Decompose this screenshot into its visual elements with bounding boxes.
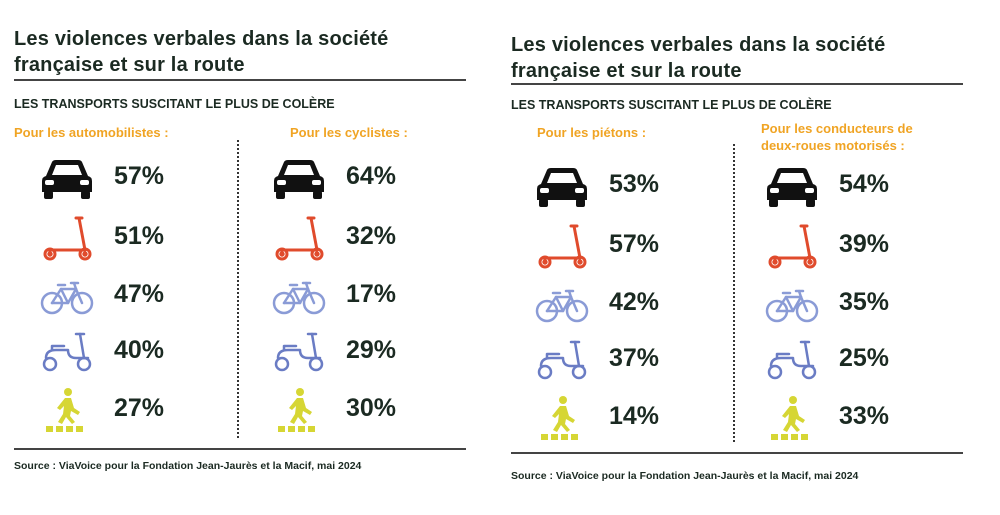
percentage-value: 39% [839, 230, 890, 258]
bicycle-icon [38, 272, 96, 320]
table-row: 30% [270, 386, 450, 434]
column-header-line: Pour les cyclistes : [290, 125, 408, 140]
title-line-2: française et sur la route [14, 54, 245, 76]
car-icon [270, 154, 328, 202]
percentage-value: 25% [839, 344, 890, 372]
moped-icon [38, 328, 96, 376]
percentage-value: 47% [114, 280, 165, 308]
percentage-value: 33% [839, 402, 890, 430]
moped-icon [763, 336, 821, 384]
panel-subtitle: LES TRANSPORTS SUSCITANT LE PLUS DE COLÈ… [14, 97, 335, 111]
table-row: 14% [533, 394, 713, 442]
car-icon [533, 162, 591, 210]
bicycle-icon [763, 280, 821, 328]
table-row: 17% [270, 272, 450, 320]
column-header-line: Pour les conducteurs de [761, 121, 913, 136]
car-icon [763, 162, 821, 210]
scooter-icon [533, 222, 591, 270]
column-header-line: Pour les automobilistes : [14, 125, 169, 140]
bicycle-icon [270, 272, 328, 320]
column-header-line: deux-roues motorisés : [761, 138, 905, 153]
title-line-2: française et sur la route [511, 60, 742, 82]
panel-title: Les violences verbales dans la société f… [511, 32, 963, 84]
table-row: 42% [533, 280, 713, 328]
table-row: 32% [270, 214, 450, 262]
column-header-pietons: Pour les piétons : [537, 124, 646, 141]
source-note: Source : ViaVoice pour la Fondation Jean… [14, 460, 362, 472]
moped-icon [533, 336, 591, 384]
title-rule [511, 83, 963, 85]
column-header-line: Pour les piétons : [537, 125, 647, 140]
infographic-panel-right: Les violences verbales dans la société f… [511, 28, 963, 498]
percentage-value: 30% [346, 394, 397, 422]
car-icon [38, 154, 96, 202]
footer-rule [14, 448, 466, 450]
table-row: 25% [763, 336, 943, 384]
pedestrian-icon [38, 386, 96, 434]
table-row: 54% [763, 162, 943, 210]
percentage-value: 53% [609, 170, 660, 198]
column-divider [733, 144, 735, 442]
table-row: 53% [533, 162, 713, 210]
title-line-1: Les violences verbales dans la société [14, 28, 389, 50]
percentage-value: 54% [839, 170, 890, 198]
pedestrian-icon [533, 394, 591, 442]
table-row: 47% [38, 272, 218, 320]
title-rule [14, 79, 466, 81]
panel-subtitle: LES TRANSPORTS SUSCITANT LE PLUS DE COLÈ… [511, 98, 832, 112]
percentage-value: 17% [346, 280, 397, 308]
title-line-1: Les violences verbales dans la société [511, 34, 886, 56]
table-row: 33% [763, 394, 943, 442]
scooter-icon [38, 214, 96, 262]
moped-icon [270, 328, 328, 376]
table-row: 39% [763, 222, 943, 270]
infographic-panel-left: Les violences verbales dans la société f… [14, 22, 466, 492]
percentage-value: 14% [609, 402, 660, 430]
column-header-cyclistes: Pour les cyclistes : [290, 124, 408, 141]
percentage-value: 35% [839, 288, 890, 316]
table-row: 35% [763, 280, 943, 328]
column-divider [237, 140, 239, 438]
pedestrian-icon [763, 394, 821, 442]
percentage-value: 57% [609, 230, 660, 258]
column-header-automobilistes: Pour les automobilistes : [14, 124, 169, 141]
percentage-value: 42% [609, 288, 660, 316]
percentage-value: 51% [114, 222, 165, 250]
percentage-value: 37% [609, 344, 660, 372]
column-header-deux-roues: Pour les conducteurs de deux-roues motor… [761, 120, 913, 154]
table-row: 40% [38, 328, 218, 376]
panel-title: Les violences verbales dans la société f… [14, 26, 466, 78]
percentage-value: 29% [346, 336, 397, 364]
footer-rule [511, 452, 963, 454]
table-row: 37% [533, 336, 713, 384]
percentage-value: 32% [346, 222, 397, 250]
table-row: 27% [38, 386, 218, 434]
bicycle-icon [533, 280, 591, 328]
percentage-value: 40% [114, 336, 165, 364]
source-note: Source : ViaVoice pour la Fondation Jean… [511, 470, 859, 482]
table-row: 29% [270, 328, 450, 376]
pedestrian-icon [270, 386, 328, 434]
table-row: 57% [38, 154, 218, 202]
table-row: 51% [38, 214, 218, 262]
percentage-value: 57% [114, 162, 165, 190]
table-row: 64% [270, 154, 450, 202]
scooter-icon [763, 222, 821, 270]
percentage-value: 27% [114, 394, 165, 422]
table-row: 57% [533, 222, 713, 270]
percentage-value: 64% [346, 162, 397, 190]
scooter-icon [270, 214, 328, 262]
